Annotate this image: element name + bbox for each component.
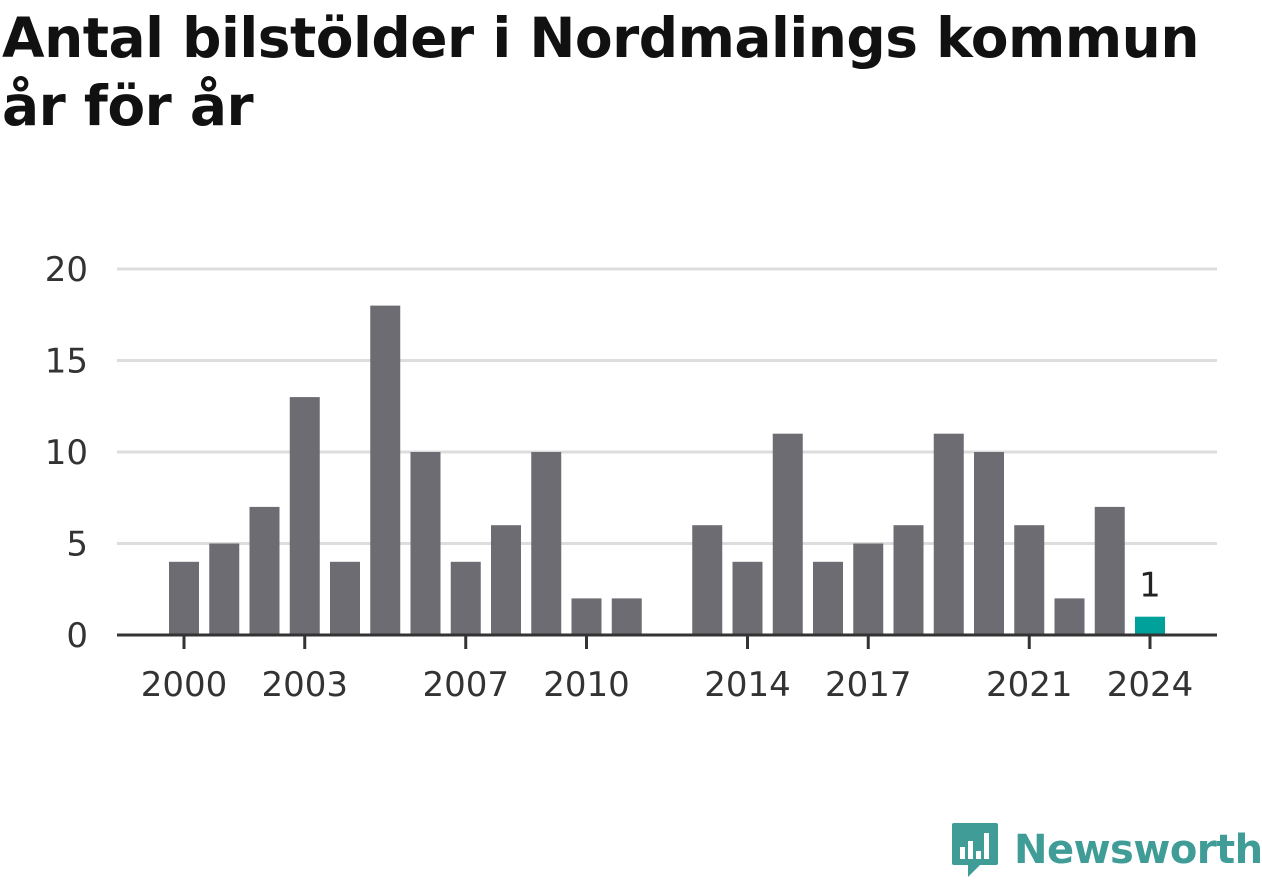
bar bbox=[169, 561, 199, 635]
y-tick-label: 20 bbox=[45, 250, 88, 290]
axes bbox=[117, 633, 1217, 649]
y-tick-label: 0 bbox=[66, 616, 88, 656]
bar bbox=[370, 305, 401, 635]
bar bbox=[893, 525, 924, 635]
bar bbox=[853, 543, 884, 635]
bar bbox=[330, 561, 360, 635]
bar bbox=[813, 561, 843, 635]
x-tick-label: 2003 bbox=[261, 665, 348, 705]
brand-name: Newsworthy bbox=[1014, 827, 1262, 873]
bar bbox=[1014, 525, 1045, 635]
y-tick-label: 5 bbox=[66, 525, 88, 565]
bar bbox=[732, 561, 763, 635]
x-tick-label: 2007 bbox=[422, 665, 509, 705]
bar bbox=[611, 598, 642, 635]
bar bbox=[692, 525, 723, 635]
newsworthy-logo: Newsworthy bbox=[950, 820, 1262, 880]
bar bbox=[1054, 598, 1085, 635]
newsworthy-logo-icon bbox=[952, 823, 998, 877]
x-tick-label: 2024 bbox=[1107, 665, 1194, 705]
bar bbox=[209, 543, 240, 635]
y-tick-label: 10 bbox=[45, 433, 88, 473]
bar bbox=[974, 452, 1004, 635]
bar bbox=[531, 452, 562, 635]
bar bbox=[571, 598, 602, 635]
x-tick-label: 2017 bbox=[825, 665, 912, 705]
bars bbox=[169, 305, 1165, 635]
chart-title: Antal bilstölder i Nordmalings kommun år… bbox=[2, 6, 1199, 138]
bar bbox=[249, 506, 280, 635]
bar bbox=[289, 397, 320, 635]
bar bbox=[410, 452, 441, 635]
grid-lines bbox=[117, 267, 1217, 545]
labels: 0 5 10 15 20 2000 2003 2007 2010 2014 2017 2021 2024… bbox=[45, 250, 1194, 705]
bar bbox=[450, 561, 481, 635]
x-tick-label: 2021 bbox=[986, 665, 1073, 705]
bar bbox=[933, 433, 964, 635]
x-tick-label: 2010 bbox=[543, 665, 630, 705]
bar bbox=[491, 525, 521, 635]
bar bbox=[1135, 616, 1165, 635]
x-tick-label: 2014 bbox=[704, 665, 791, 705]
data-label: 1 bbox=[1139, 566, 1161, 606]
x-tick-label: 2000 bbox=[141, 665, 228, 705]
bar bbox=[1094, 506, 1125, 635]
y-tick-label: 15 bbox=[45, 342, 88, 382]
bar bbox=[772, 433, 803, 635]
